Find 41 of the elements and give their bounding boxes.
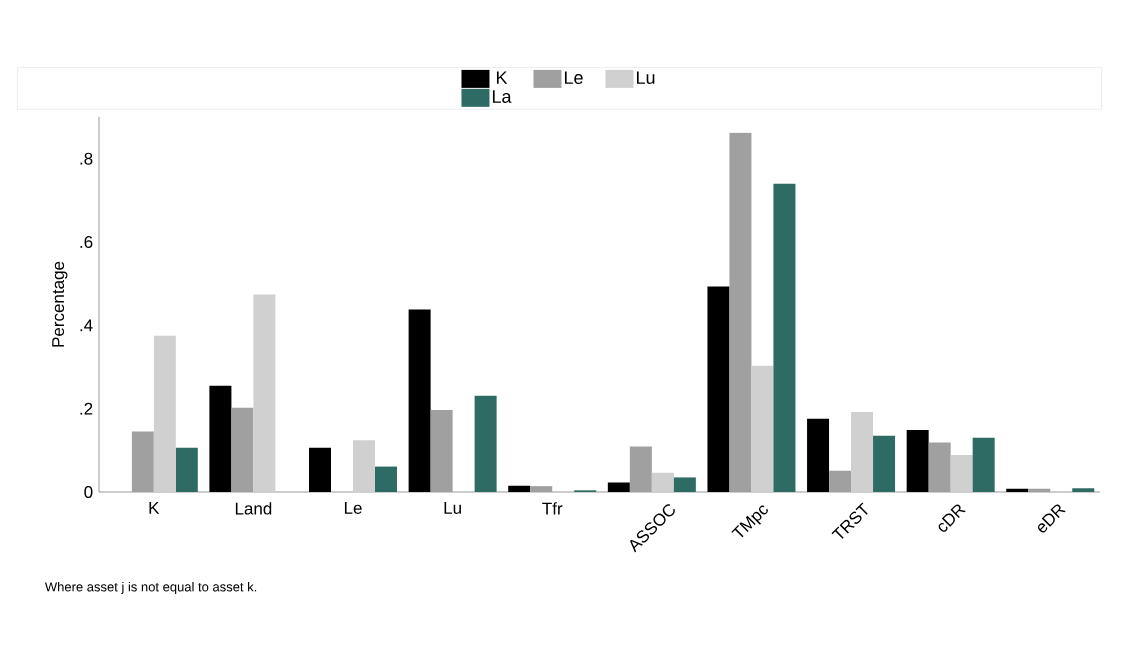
bar (773, 183, 796, 492)
x-tick-label: cDR (938, 504, 966, 532)
legend-label: K (496, 71, 508, 84)
bar (729, 132, 752, 492)
y-tick-label: .6 (80, 235, 93, 249)
legend-label: Lu (636, 71, 655, 84)
bar (851, 411, 874, 492)
bar (175, 447, 198, 492)
bar (829, 470, 852, 492)
bar (530, 486, 553, 492)
bar (629, 446, 652, 492)
bar (751, 365, 774, 492)
legend-label: Le (564, 71, 583, 84)
legend-label: La (492, 90, 512, 103)
bar (673, 477, 696, 492)
bar (131, 431, 154, 492)
y-tick-label: .2 (80, 402, 93, 415)
bar (972, 437, 995, 492)
y-tick-label: .4 (80, 319, 93, 332)
bar (1028, 488, 1051, 492)
y-axis-title: Percentage (52, 261, 68, 347)
bar (430, 409, 453, 492)
x-tick-label: K (149, 502, 160, 514)
x-tick-label: Tfr (542, 502, 563, 515)
bar (353, 440, 376, 492)
x-tick-label: Le (344, 502, 362, 514)
bar (231, 407, 254, 492)
bar (253, 294, 276, 492)
x-tick-label: Lu (444, 502, 461, 514)
bar (873, 435, 896, 492)
bar (375, 466, 398, 492)
bar (474, 395, 497, 492)
y-tick-label: .8 (80, 152, 93, 165)
bar (950, 454, 973, 492)
text: Where asset j is not equal to asset k. (44, 581, 257, 595)
bar (1072, 488, 1095, 492)
x-tick-label: Land (235, 502, 272, 515)
bar (928, 442, 951, 492)
bar (651, 472, 674, 492)
bar (153, 335, 176, 492)
y-tick-label: 0 (84, 485, 93, 499)
